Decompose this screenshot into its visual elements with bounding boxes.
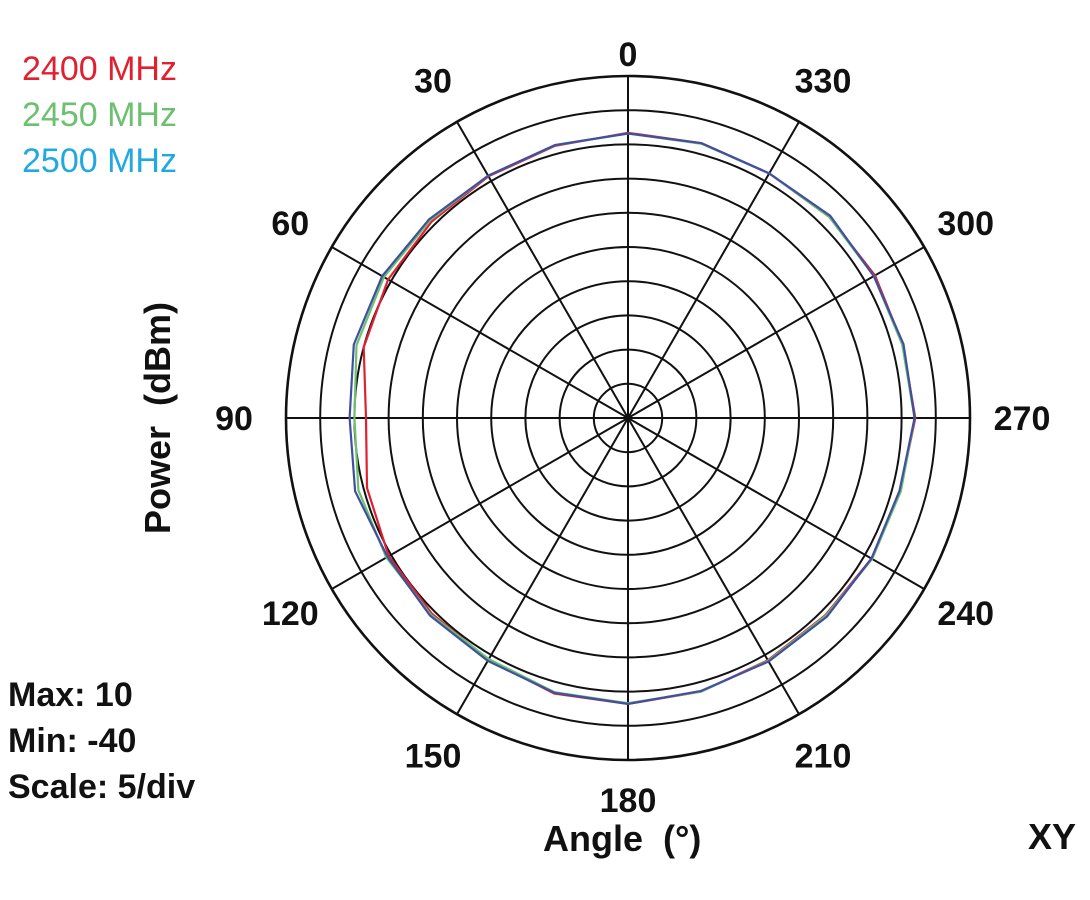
angle-tick-210: 210 xyxy=(795,738,852,776)
angle-tick-120: 120 xyxy=(262,595,319,633)
polar-grid xyxy=(284,74,972,762)
grid-spoke xyxy=(627,246,925,419)
grid-spoke xyxy=(627,121,800,419)
angle-tick-0: 0 xyxy=(619,36,638,74)
grid-spoke xyxy=(456,417,629,715)
legend: 2400 MHz 2450 MHz 2500 MHz xyxy=(22,46,177,184)
grid-spoke xyxy=(627,417,800,715)
x-axis-label: Angle (°) xyxy=(543,818,702,859)
plane-label: XY xyxy=(1028,816,1077,857)
scale-label: Scale: 5/div xyxy=(8,768,196,806)
series-lines xyxy=(348,131,917,706)
legend-entry-2500: 2500 MHz xyxy=(22,142,177,180)
angle-tick-150: 150 xyxy=(405,738,462,776)
angle-tick-90: 90 xyxy=(215,400,253,438)
max-label: Max: 10 xyxy=(8,676,133,714)
min-label: Min: -40 xyxy=(8,722,137,760)
angle-tick-180: 180 xyxy=(600,782,657,820)
grid-spoke xyxy=(627,417,925,590)
angle-tick-240: 240 xyxy=(937,595,994,633)
y-axis-label: Power (dBm) xyxy=(137,301,178,535)
angle-tick-labels: 0 30 60 90 120 150 180 210 240 270 300 330 xyxy=(215,36,1050,820)
angle-tick-300: 300 xyxy=(937,205,994,243)
grid-spoke xyxy=(331,246,629,419)
series-line-2500 xyxy=(348,132,916,706)
angle-tick-30: 30 xyxy=(414,62,452,100)
angle-tick-330: 330 xyxy=(795,62,852,100)
legend-entry-2400: 2400 MHz xyxy=(22,50,177,88)
grid-spoke xyxy=(331,417,629,590)
scale-stats: Max: 10 Min: -40 Scale: 5/div xyxy=(8,672,195,810)
legend-entry-2450: 2450 MHz xyxy=(22,96,177,134)
grid-spoke xyxy=(456,121,629,419)
angle-tick-270: 270 xyxy=(994,400,1051,438)
angle-tick-60: 60 xyxy=(271,205,309,243)
